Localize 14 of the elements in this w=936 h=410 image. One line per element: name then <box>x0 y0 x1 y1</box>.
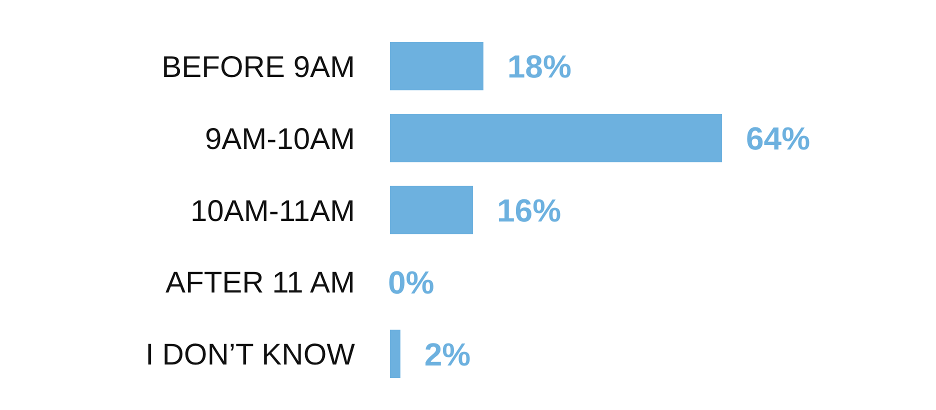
data-label: 18% <box>507 48 572 85</box>
data-label: 0% <box>388 264 434 300</box>
data-label: 64% <box>746 120 810 157</box>
bar <box>390 114 722 162</box>
data-label: 16% <box>497 192 562 229</box>
bar <box>390 330 400 378</box>
y-tick-label: 10AM-11AM <box>190 194 355 228</box>
y-tick-label: I DON’T KNOW <box>146 338 356 372</box>
y-tick-label: BEFORE 9AM <box>162 50 355 84</box>
bar <box>390 42 484 90</box>
y-tick-label: AFTER 11 AM <box>166 266 355 300</box>
y-tick-label: 9AM-10AM <box>204 122 355 156</box>
bar <box>390 186 473 234</box>
data-label: 2% <box>424 336 471 372</box>
